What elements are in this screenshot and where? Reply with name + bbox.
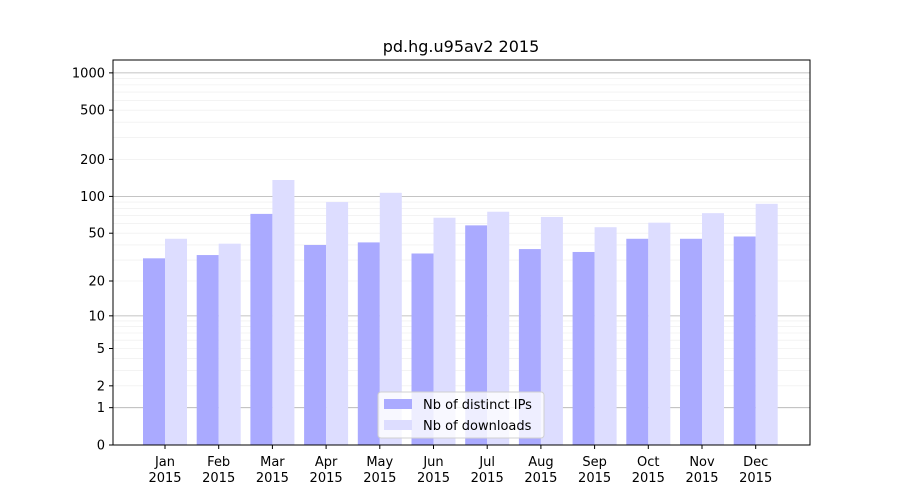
- y-tick-label: 200: [80, 153, 105, 168]
- x-tick-label: Dec 2015: [739, 455, 772, 486]
- legend-box: [377, 391, 545, 439]
- x-tick-label: Aug 2015: [524, 455, 557, 486]
- bar-downloads: [702, 213, 724, 445]
- y-tick-label: 500: [80, 104, 105, 119]
- bar-ips: [626, 238, 649, 445]
- x-tick-label: Sep 2015: [578, 455, 611, 486]
- bar-ips: [304, 244, 327, 445]
- bar-downloads: [165, 238, 187, 445]
- y-tick-label: 10: [88, 309, 105, 324]
- x-tick-label: Jul 2015: [471, 455, 504, 486]
- bar-downloads: [218, 243, 241, 445]
- y-tick-label: 5: [97, 342, 105, 357]
- bar-downloads: [648, 222, 671, 445]
- x-tick-label: Jan 2015: [148, 455, 181, 486]
- bar-ips: [465, 225, 488, 445]
- x-tick-label: Feb 2015: [202, 455, 235, 486]
- legend-label: Nb of downloads: [423, 419, 532, 434]
- x-tick-label: Oct 2015: [632, 455, 665, 486]
- bar-downloads: [540, 216, 563, 445]
- y-tick-label: 20: [88, 275, 105, 290]
- bar-downloads: [487, 211, 510, 445]
- y-tick-label: 0: [97, 439, 105, 454]
- x-tick-label: May 2015: [363, 455, 396, 486]
- plot-frame: [112, 59, 811, 446]
- x-tick-label: Nov 2015: [685, 455, 718, 486]
- bar-downloads: [326, 202, 349, 445]
- bar-ips: [572, 251, 595, 445]
- y-tick-label: 1: [97, 401, 105, 416]
- bar-ips: [733, 236, 756, 445]
- chart-title: pd.hg.u95av2 2015: [383, 37, 540, 56]
- bar-ips: [357, 242, 380, 445]
- legend: Nb of distinct IPs Nb of downloads: [377, 391, 545, 439]
- x-tick-label: Jun 2015: [417, 455, 450, 486]
- bar-ips: [143, 258, 165, 445]
- bar-ips: [250, 213, 273, 445]
- bar-ips: [680, 238, 702, 445]
- bar-downloads: [433, 217, 456, 445]
- bar-downloads: [594, 227, 617, 445]
- y-tick-label: 50: [88, 227, 105, 242]
- bar-downloads: [272, 179, 295, 445]
- bar-downloads: [755, 203, 778, 445]
- y-tick-label: 100: [80, 190, 105, 205]
- legend-swatch: [384, 399, 412, 409]
- bar-ips: [196, 255, 219, 445]
- y-tick-label: 2: [97, 379, 105, 394]
- x-tick-label: Mar 2015: [256, 455, 289, 486]
- bar-downloads: [379, 192, 402, 445]
- legend-label: Nb of distinct IPs: [423, 398, 532, 413]
- y-tick-label: 1000: [72, 66, 105, 81]
- legend-swatch: [384, 420, 412, 430]
- x-tick-label: Apr 2015: [310, 455, 343, 486]
